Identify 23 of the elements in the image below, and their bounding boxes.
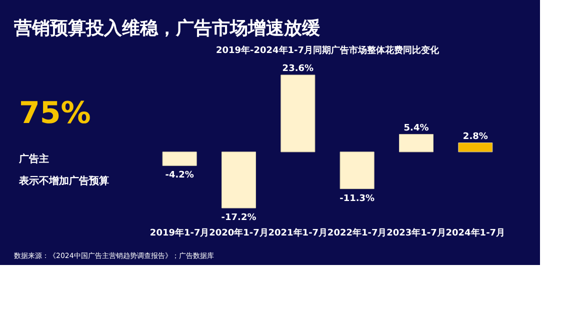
- x-tick-label: 2020年1-7月: [209, 228, 268, 238]
- x-tick-label: 2019年1-7月: [150, 228, 210, 238]
- bar: [458, 142, 493, 152]
- bar: [162, 152, 197, 166]
- chart-subtitle: 2019年-2024年1-7月同期广告市场整体花费同比变化: [216, 45, 440, 56]
- bar: [399, 134, 434, 152]
- data-label: 23.6%: [282, 64, 314, 74]
- data-label: 2.8%: [462, 132, 488, 142]
- data-label: -11.3%: [340, 194, 375, 204]
- data-label: -4.2%: [165, 170, 194, 181]
- data-label: -17.2%: [221, 213, 256, 224]
- text: 广告主: [18, 153, 49, 165]
- x-tick-label: 2023年1-7月: [386, 228, 446, 238]
- chart-title: 营销预算投入维稳，广告市场增速放缓: [13, 18, 321, 39]
- x-tick-label: 2022年1-7月: [327, 228, 387, 238]
- text: 75%: [19, 96, 91, 131]
- x-tick-label: 2024年1-7月: [446, 228, 506, 238]
- text: 表示不增加广告预算: [18, 175, 109, 187]
- data-label: 5.4%: [404, 123, 429, 134]
- bar: [222, 152, 256, 208]
- x-tick-label: 2021年1-7月: [268, 228, 328, 238]
- bar: [280, 74, 316, 152]
- bar: [340, 152, 374, 190]
